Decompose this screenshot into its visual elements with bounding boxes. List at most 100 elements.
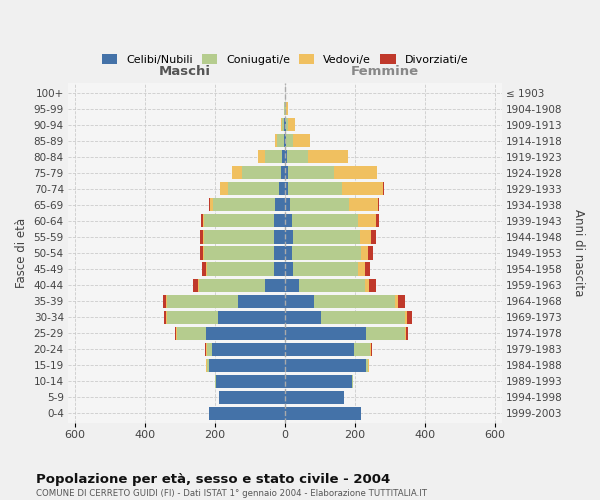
Bar: [285, 262, 293, 276]
Bar: [164, 310, 166, 324]
Bar: [289, 118, 295, 131]
Bar: [285, 294, 314, 308]
Bar: [286, 134, 293, 147]
Bar: [274, 262, 285, 276]
Bar: [407, 310, 412, 324]
Bar: [209, 358, 285, 372]
Bar: [377, 198, 379, 211]
Bar: [358, 214, 376, 228]
Bar: [314, 294, 395, 308]
Bar: [285, 375, 352, 388]
Bar: [204, 246, 274, 260]
Bar: [277, 134, 284, 147]
Bar: [284, 134, 285, 147]
Bar: [205, 230, 274, 243]
Text: Femmine: Femmine: [350, 65, 419, 78]
Bar: [285, 150, 287, 164]
Bar: [286, 118, 289, 131]
Bar: [205, 342, 206, 356]
Bar: [282, 150, 285, 164]
Bar: [285, 310, 320, 324]
Y-axis label: Anni di nascita: Anni di nascita: [572, 210, 585, 296]
Bar: [292, 214, 358, 228]
Bar: [284, 118, 285, 131]
Bar: [369, 278, 376, 291]
Bar: [274, 246, 285, 260]
Bar: [285, 214, 292, 228]
Bar: [366, 326, 405, 340]
Bar: [200, 230, 203, 243]
Bar: [220, 182, 228, 196]
Bar: [299, 278, 365, 291]
Bar: [334, 166, 377, 179]
Bar: [167, 310, 218, 324]
Bar: [206, 358, 209, 372]
Bar: [308, 150, 347, 164]
Text: COMUNE DI CERRETO GUIDI (FI) - Dati ISTAT 1° gennaio 2004 - Elaborazione TUTTITA: COMUNE DI CERRETO GUIDI (FI) - Dati ISTA…: [36, 489, 427, 498]
Bar: [232, 166, 242, 179]
Bar: [320, 310, 405, 324]
Bar: [365, 262, 370, 276]
Bar: [238, 294, 285, 308]
Bar: [285, 166, 288, 179]
Bar: [285, 134, 286, 147]
Bar: [201, 214, 203, 228]
Bar: [206, 326, 285, 340]
Bar: [293, 262, 358, 276]
Bar: [289, 182, 341, 196]
Bar: [228, 182, 278, 196]
Bar: [210, 198, 213, 211]
Bar: [405, 326, 406, 340]
Bar: [349, 198, 377, 211]
Bar: [278, 182, 285, 196]
Bar: [288, 166, 334, 179]
Bar: [281, 166, 285, 179]
Bar: [265, 278, 285, 291]
Bar: [206, 342, 212, 356]
Bar: [370, 342, 371, 356]
Bar: [274, 230, 285, 243]
Bar: [193, 278, 198, 291]
Bar: [167, 294, 238, 308]
Bar: [292, 246, 361, 260]
Bar: [285, 118, 286, 131]
Bar: [178, 326, 206, 340]
Bar: [293, 230, 360, 243]
Bar: [285, 230, 293, 243]
Bar: [166, 310, 167, 324]
Bar: [275, 134, 277, 147]
Bar: [285, 391, 344, 404]
Bar: [285, 182, 289, 196]
Bar: [275, 198, 285, 211]
Bar: [219, 391, 285, 404]
Bar: [405, 310, 407, 324]
Bar: [285, 198, 290, 211]
Bar: [242, 166, 281, 179]
Bar: [352, 375, 353, 388]
Bar: [176, 326, 178, 340]
Bar: [290, 198, 349, 211]
Bar: [209, 198, 210, 211]
Bar: [215, 375, 285, 388]
Y-axis label: Fasce di età: Fasce di età: [15, 218, 28, 288]
Bar: [285, 102, 286, 115]
Bar: [285, 358, 366, 372]
Bar: [203, 214, 205, 228]
Bar: [213, 198, 275, 211]
Bar: [368, 246, 373, 260]
Bar: [175, 326, 176, 340]
Bar: [206, 262, 274, 276]
Bar: [371, 230, 376, 243]
Bar: [265, 150, 282, 164]
Bar: [398, 294, 404, 308]
Bar: [209, 407, 285, 420]
Bar: [358, 262, 365, 276]
Bar: [284, 102, 285, 115]
Bar: [285, 246, 292, 260]
Bar: [366, 358, 368, 372]
Bar: [166, 294, 167, 308]
Bar: [360, 230, 371, 243]
Bar: [274, 214, 285, 228]
Text: Popolazione per età, sesso e stato civile - 2004: Popolazione per età, sesso e stato civil…: [36, 472, 390, 486]
Bar: [202, 262, 206, 276]
